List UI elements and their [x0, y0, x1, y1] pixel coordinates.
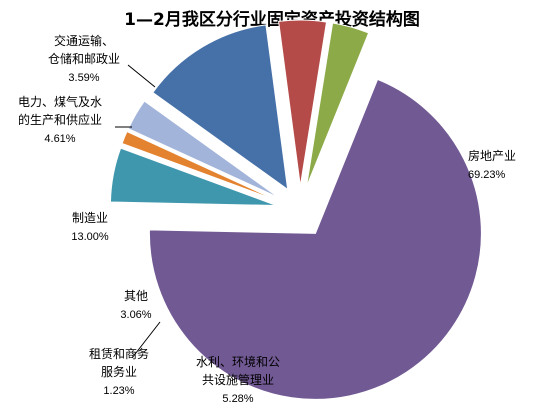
- slice-value-label: 69.23%: [468, 169, 506, 181]
- slice-category-label: 房地产业: [468, 148, 516, 163]
- slice-label-2: 租赁和商务服务业 1.23%: [89, 346, 149, 397]
- chart-title: 1—2月我区分行业固定资产投资结构图: [124, 9, 420, 30]
- slice-label-1: 水利、环境和公共设施管理业 5.28%: [196, 354, 280, 405]
- slice-category-label: 交通运输、: [54, 33, 114, 48]
- slice-label-0: 房地产业 69.23%: [468, 148, 516, 181]
- slice-value-label: 3.06%: [120, 309, 151, 321]
- pie-slice-0: [148, 78, 482, 400]
- slice-value-label: 4.61%: [44, 133, 75, 145]
- slice-category-label: 租赁和商务: [89, 346, 149, 361]
- pie-slice-1: [109, 147, 277, 207]
- pie-slice-4: [152, 24, 289, 191]
- slice-value-label: 3.59%: [68, 72, 99, 84]
- slice-category-label: 服务业: [101, 364, 137, 379]
- pie-slice-3: [127, 100, 280, 199]
- pie-slices: [109, 19, 482, 400]
- leader-lines: [115, 64, 161, 359]
- slice-category-label: 其他: [124, 289, 148, 303]
- pie-slice-5: [278, 19, 328, 187]
- slice-category-label: 水利、环境和公: [196, 354, 280, 369]
- slice-category-label: 共设施管理业: [202, 372, 274, 387]
- slice-value-label: 5.28%: [222, 393, 253, 405]
- slice-label-3: 其他 3.06%: [120, 289, 151, 321]
- slice-category-label: 的生产和供应业: [18, 112, 102, 127]
- slice-label-4: 制造业 13.00%: [71, 211, 109, 243]
- slice-value-label: 1.23%: [103, 385, 134, 397]
- slice-value-label: 13.00%: [71, 231, 109, 243]
- slice-category-label: 仓储和邮政业: [48, 51, 120, 66]
- leader-line-6: [127, 64, 156, 88]
- slice-category-label: 电力、煤气及水: [18, 94, 102, 109]
- slice-labels: 房地产业 69.23% 水利、环境和公共设施管理业 5.28% 租赁和商务服务业 1.23…: [18, 33, 516, 405]
- slice-label-5: 电力、煤气及水的生产和供应业 4.61%: [18, 94, 102, 145]
- slice-label-6: 交通运输、仓储和邮政业 3.59%: [48, 33, 120, 84]
- pie-slice-2: [121, 130, 279, 202]
- leader-line-2: [131, 321, 161, 359]
- pie-slice-6: [305, 22, 370, 188]
- slice-category-label: 制造业: [72, 211, 108, 225]
